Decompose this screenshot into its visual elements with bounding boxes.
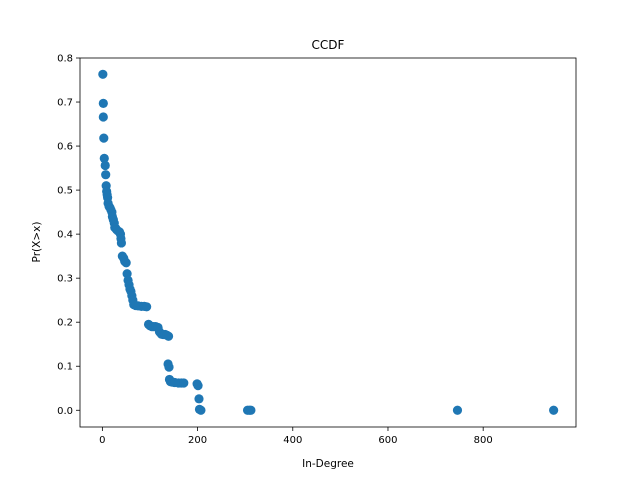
y-tick-label-8: 0.8 — [57, 54, 73, 65]
data-point-3 — [99, 133, 109, 143]
x-tick-label-2: 400 — [283, 435, 302, 446]
x-axis: 0 200 400 600 800 — [99, 427, 493, 446]
data-point-72 — [246, 405, 256, 415]
x-tick-label-4: 800 — [474, 435, 493, 446]
y-axis-label: Pr(X>x) — [31, 222, 43, 263]
y-axis: 0.0 0.1 0.2 0.3 0.4 0.5 0.6 0.7 0.8 — [57, 54, 80, 417]
data-point-30 — [121, 258, 131, 268]
y-tick-label-6: 0.6 — [57, 142, 73, 153]
data-point-26 — [116, 238, 127, 248]
data-point-5 — [100, 160, 110, 171]
x-axis-label: In-Degree — [302, 458, 354, 470]
data-point-57 — [164, 362, 174, 372]
y-tick-label-0: 0.0 — [57, 406, 73, 417]
chart-title: CCDF — [312, 38, 345, 52]
data-point-0 — [98, 69, 108, 79]
data-point-67 — [194, 394, 204, 404]
x-tick-label-1: 200 — [188, 435, 207, 446]
y-tick-label-7: 0.7 — [57, 98, 73, 109]
data-point-64 — [179, 378, 189, 388]
data-point-55 — [163, 331, 174, 341]
data-point-2 — [98, 112, 108, 122]
data-point-74 — [549, 405, 559, 415]
y-tick-label-1: 0.1 — [57, 362, 73, 373]
plot-frame — [79, 57, 577, 428]
data-point-66 — [193, 381, 203, 391]
data-point-43 — [142, 302, 152, 312]
data-point-6 — [101, 170, 111, 180]
data-point-4 — [99, 153, 109, 163]
x-tick-label-3: 600 — [378, 435, 397, 446]
data-points — [98, 69, 559, 415]
y-tick-label-3: 0.3 — [57, 274, 73, 285]
data-point-73 — [452, 405, 463, 415]
y-tick-label-4: 0.4 — [57, 230, 73, 241]
y-tick-label-5: 0.5 — [57, 186, 73, 197]
x-tick-label-0: 0 — [99, 435, 105, 446]
y-tick-label-2: 0.2 — [57, 318, 73, 329]
data-point-69 — [196, 405, 206, 415]
data-point-1 — [98, 98, 108, 108]
